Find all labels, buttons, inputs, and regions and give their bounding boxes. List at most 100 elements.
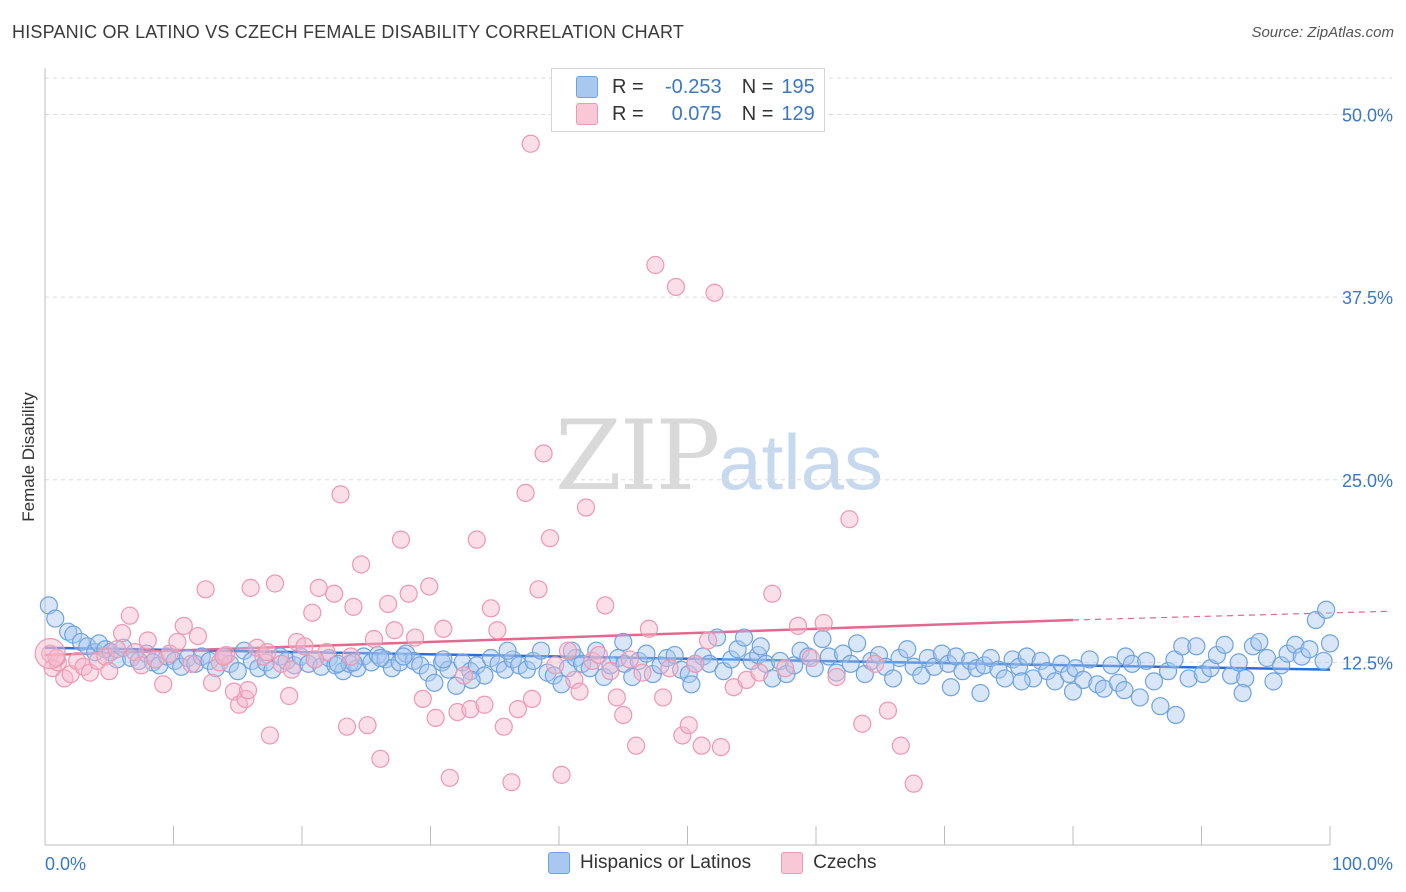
- point-czechs: [516, 483, 535, 503]
- point-czechs: [776, 659, 795, 678]
- point-czechs: [653, 688, 673, 707]
- point-hispanics: [975, 656, 994, 675]
- point-hispanics: [1052, 654, 1071, 673]
- point-hispanics: [833, 644, 853, 663]
- point-hispanics: [637, 644, 656, 663]
- point-czechs: [878, 701, 898, 720]
- legend-item-czechs[interactable]: Czechs: [781, 852, 876, 874]
- point-czechs: [309, 578, 328, 597]
- point-czechs: [413, 689, 432, 709]
- point-czechs: [214, 647, 233, 666]
- point-hispanics: [1038, 662, 1057, 681]
- point-hispanics: [1137, 651, 1156, 671]
- point-czechs: [679, 716, 698, 735]
- point-czechs: [521, 134, 540, 153]
- point-hispanics: [728, 640, 747, 659]
- point-czechs: [763, 584, 782, 603]
- legend-r-value: -0.253: [664, 75, 722, 98]
- trend-line-czechs-extension: [1072, 610, 1391, 621]
- legend-r-label: R =: [612, 102, 644, 125]
- point-hispanics: [1123, 654, 1142, 673]
- point-czechs: [107, 640, 127, 659]
- point-czechs: [420, 577, 439, 596]
- point-hispanics: [1215, 635, 1234, 654]
- point-czechs: [120, 606, 139, 625]
- point-hispanics: [1116, 647, 1135, 666]
- point-czechs: [265, 574, 285, 593]
- legend-item-hispanics[interactable]: Hispanics or Latinos: [548, 852, 751, 874]
- point-hispanics: [898, 640, 917, 659]
- point-czechs: [202, 673, 222, 692]
- point-czechs: [788, 616, 808, 635]
- series-hispanics-points: [39, 596, 1340, 725]
- point-hispanics: [941, 678, 961, 697]
- point-hispanics: [939, 654, 958, 673]
- point-hispanics: [614, 632, 633, 652]
- point-hispanics: [848, 634, 867, 653]
- point-hispanics: [411, 656, 430, 675]
- point-czechs: [100, 662, 119, 681]
- legend-swatch-czechs: [576, 103, 598, 125]
- point-hispanics: [1009, 657, 1029, 676]
- point-czechs: [666, 277, 686, 297]
- legend-swatch-czechs: [781, 852, 804, 874]
- watermark-atlas: atlas: [718, 418, 883, 506]
- point-czechs: [174, 616, 193, 635]
- point-hispanics: [601, 656, 620, 675]
- point-czechs: [522, 689, 542, 709]
- point-hispanics: [734, 628, 754, 647]
- point-hispanics: [1045, 672, 1065, 691]
- point-czechs: [168, 632, 187, 652]
- point-czechs: [378, 594, 398, 614]
- point-hispanics: [953, 662, 972, 681]
- point-czechs: [705, 283, 724, 302]
- point-czechs: [282, 660, 301, 679]
- point-hispanics: [1080, 650, 1099, 669]
- point-czechs: [467, 530, 486, 549]
- point-czechs: [570, 682, 589, 701]
- point-czechs: [576, 498, 596, 517]
- point-czechs: [558, 641, 578, 660]
- legend-swatch-hispanics: [548, 852, 570, 874]
- x-tick-label: 0.0%: [45, 854, 86, 874]
- legend-n-label: N =: [741, 102, 774, 125]
- point-hispanics: [114, 638, 133, 657]
- point-czechs: [399, 584, 418, 603]
- point-hispanics: [693, 647, 713, 666]
- point-hispanics: [495, 660, 515, 679]
- point-hispanics: [371, 648, 390, 668]
- point-hispanics: [1166, 705, 1185, 725]
- point-hispanics: [1102, 656, 1121, 675]
- point-hispanics: [995, 669, 1014, 688]
- point-czechs: [454, 666, 474, 685]
- point-hispanics: [425, 673, 444, 692]
- point-hispanics: [1236, 669, 1255, 688]
- point-hispanics: [1314, 651, 1333, 671]
- point-hispanics: [1272, 656, 1291, 675]
- point-czechs: [258, 643, 277, 662]
- point-hispanics: [869, 645, 889, 665]
- point-hispanics: [1264, 672, 1283, 691]
- legend-n-label: N =: [741, 75, 774, 98]
- point-czechs: [750, 663, 769, 682]
- grid-lines: [45, 77, 1392, 663]
- point-hispanics: [819, 647, 838, 666]
- point-hispanics: [64, 625, 83, 644]
- point-hispanics: [1144, 672, 1164, 691]
- point-czechs: [344, 597, 363, 616]
- point-hispanics: [1292, 647, 1311, 666]
- point-czechs: [529, 580, 548, 599]
- point-hispanics: [1317, 600, 1336, 619]
- point-hispanics: [1229, 653, 1248, 672]
- legend-n-value: 195: [781, 75, 815, 98]
- point-hispanics: [700, 654, 719, 673]
- point-czechs: [904, 774, 923, 793]
- legend-row-czechs: R = 0.075 N = 129: [576, 102, 815, 126]
- point-hispanics: [841, 654, 860, 673]
- point-hispanics: [1130, 688, 1149, 707]
- point-czechs: [391, 530, 411, 549]
- point-hispanics: [1003, 650, 1022, 669]
- point-czechs: [295, 637, 314, 656]
- point-czechs: [280, 686, 299, 706]
- watermark-zip: ZIP: [555, 400, 720, 512]
